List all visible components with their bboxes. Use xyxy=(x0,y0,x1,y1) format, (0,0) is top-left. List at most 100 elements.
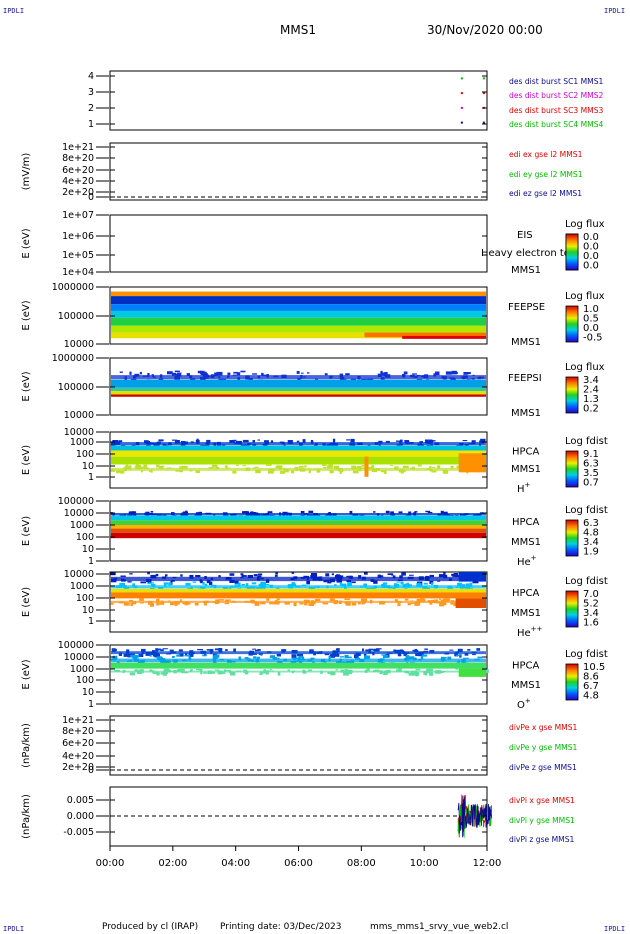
spectro-pixel xyxy=(301,514,305,517)
y-axis-label: E (eV) xyxy=(21,371,32,401)
spectro-pixel xyxy=(443,572,446,576)
spectro-pixel xyxy=(158,587,164,591)
y-tick-label: 10000 xyxy=(64,569,94,580)
spectro-band xyxy=(111,576,486,582)
y-tick-label: 1 xyxy=(88,556,94,567)
spectro-pixel xyxy=(150,511,154,513)
spectro-pixel xyxy=(202,582,205,585)
spectro-pixel xyxy=(334,584,337,586)
panel-eis: 1e+07 1e+06 1e+05 1e+04 E (eV) EIS MMS1 Heavy e… xyxy=(21,210,605,278)
y-tick-label: 100000 xyxy=(58,311,94,322)
spectro-band xyxy=(111,375,486,380)
spectro-pixel xyxy=(257,439,260,441)
y-tick-label: 1e+06 xyxy=(62,231,94,242)
spectro-pixel xyxy=(238,582,241,587)
spectro-pixel xyxy=(197,370,202,374)
spectro-pixel xyxy=(414,602,420,606)
spectro-pixel xyxy=(111,648,116,652)
spectro-pixel xyxy=(247,575,253,579)
y-tick-label: 1e+21 xyxy=(62,715,94,726)
spectro-pixel xyxy=(127,581,132,583)
spectro-pixel xyxy=(410,602,417,604)
spectro-pixel xyxy=(156,443,160,447)
spectro-pixel xyxy=(162,672,167,676)
spectro-pixel xyxy=(385,510,390,514)
colorbar xyxy=(565,376,579,414)
species-charge: + xyxy=(525,697,531,705)
spectro-band xyxy=(111,304,486,311)
colorbar-label: 1.3 xyxy=(583,394,599,405)
spectro-pixel xyxy=(373,511,376,513)
spectro-pixel xyxy=(179,653,184,657)
colorbar-label: 1.0 xyxy=(583,304,599,315)
spectro-pixel xyxy=(477,656,483,659)
x-tick-label: 00:00 xyxy=(96,858,125,869)
y-tick-label: 100 xyxy=(76,675,94,686)
spectro-pixel xyxy=(132,511,137,514)
spectro-pixel xyxy=(382,582,388,585)
spectro-pixel xyxy=(123,602,130,606)
spectro-pixel xyxy=(184,655,190,657)
plot-date: 30/Nov/2020 00:00 xyxy=(427,23,543,37)
colorbar-label: 3.4 xyxy=(583,537,599,548)
y-tick-label: 2e+20 xyxy=(62,187,94,198)
spectro-pixel xyxy=(365,649,372,652)
spectro-pixel xyxy=(147,373,150,377)
spectro-pixel xyxy=(421,654,428,657)
colorbar-title: Log flux xyxy=(565,362,605,373)
spectro-pixel xyxy=(349,510,353,515)
spectro-pixel xyxy=(195,575,201,578)
spectro-pixel xyxy=(335,669,338,671)
panel-stack: 4 3 2 1 des dist burst SC1 MMS1 des dist burs… xyxy=(21,70,608,847)
y-tick-label: 1000 xyxy=(70,581,94,592)
spectro-pixel xyxy=(234,580,239,585)
colorbar-label: 7.0 xyxy=(583,589,599,600)
spectro-pixel xyxy=(180,599,183,602)
spectro-band xyxy=(111,291,486,297)
spectro-pixel xyxy=(417,464,422,467)
spectro-pixel xyxy=(199,668,203,672)
spectro-pixel xyxy=(129,371,132,375)
spectro-pixel xyxy=(129,599,133,602)
spectro-pixel xyxy=(362,648,365,652)
legend-entry: edi ey gse l2 MMS1 xyxy=(509,170,583,179)
legend-entry: divPe z gse MMS1 xyxy=(509,763,577,772)
spectro-pixel xyxy=(158,378,164,381)
spectro-pixel xyxy=(134,669,139,672)
spectro-pixel xyxy=(361,464,367,467)
spectro-band xyxy=(111,456,486,465)
colorbar-label: -0.5 xyxy=(583,333,603,344)
spectro-pixel xyxy=(133,655,140,658)
spectro-pixel xyxy=(329,470,334,474)
spectro-pixel xyxy=(328,512,331,514)
spectro-pixel xyxy=(398,511,403,514)
spectro-pixel xyxy=(398,469,403,473)
spectro-pixel xyxy=(275,465,280,468)
spectro-pixel xyxy=(165,574,168,577)
colorbar-label: 4.8 xyxy=(583,528,599,539)
colorbar-title: Log fdist xyxy=(565,505,608,516)
legend-entry: divPe x gse MMS1 xyxy=(509,723,578,732)
spectro-pixel xyxy=(332,438,336,443)
spectro-pixel xyxy=(447,656,452,660)
spectrogram xyxy=(111,370,486,397)
spectro-pixel xyxy=(260,654,263,656)
spectro-pixel xyxy=(275,572,278,575)
spectro-pixel xyxy=(260,581,266,586)
spectro-pixel xyxy=(209,649,214,652)
spectro-band xyxy=(111,520,486,525)
spectro-pixel xyxy=(429,466,432,468)
spectro-pixel xyxy=(414,511,418,513)
spectro-pixel xyxy=(339,469,344,473)
spectro-pixel xyxy=(123,653,130,657)
spectro-pixel xyxy=(300,511,305,514)
spectro-band xyxy=(111,515,486,521)
spectro-pixel xyxy=(267,470,274,474)
spectro-pixel xyxy=(379,575,384,578)
spectro-pixel xyxy=(218,378,223,381)
spectro-pixel xyxy=(372,649,375,651)
spectro-pixel xyxy=(333,466,338,468)
x-tick-label: 02:00 xyxy=(158,858,187,869)
spectro-pixel xyxy=(297,377,301,382)
spectro-pixel xyxy=(400,469,406,472)
